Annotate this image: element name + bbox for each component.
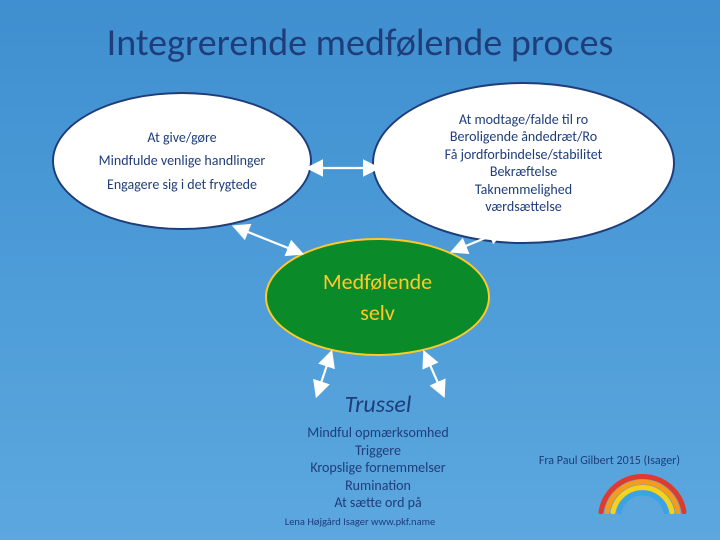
threat-line3: Kropslige fornemmelser — [248, 459, 508, 477]
node-receive-line2: Beroligende åndedræt/Ro — [450, 128, 597, 146]
node-center-line2: selv — [360, 299, 395, 327]
node-receive-line4: Bekræftelse — [490, 163, 557, 181]
footer-text: Lena Højgård Isager www.pkf.name — [0, 515, 720, 528]
node-receive-line3: Få jordforbindelse/stabilitet — [445, 146, 603, 164]
threat-line5: At sætte ord på — [248, 494, 508, 512]
node-receive-line6: værdsættelse — [485, 198, 562, 216]
node-receive-line5: Taknemmelighed — [475, 181, 572, 199]
slide-title: Integrerende medfølende proces — [0, 20, 720, 66]
node-give: At give/gøre Mindfulde venlige handlinge… — [52, 92, 312, 230]
node-give-line2: Mindfulde venlige handlinger — [99, 152, 266, 170]
threat-heading: Trussel — [248, 390, 508, 420]
threat-line4: Rumination — [248, 477, 508, 495]
threat-line1: Mindful opmærksomhed — [248, 424, 508, 442]
node-give-line3: Engagere sig i det frygtede — [107, 176, 257, 194]
threat-line2: Triggere — [248, 442, 508, 460]
node-give-line1: At give/gøre — [147, 129, 216, 147]
node-threat: Trussel Mindful opmærksomhed Triggere Kr… — [248, 390, 508, 512]
node-receive: At modtage/falde til ro Beroligende ånde… — [372, 82, 675, 244]
node-receive-line1: At modtage/falde til ro — [459, 111, 588, 129]
node-center-line1: Medfølende — [323, 268, 432, 296]
node-compassionate-self: Medfølende selv — [265, 238, 490, 356]
rainbow-logo-icon — [595, 466, 690, 514]
